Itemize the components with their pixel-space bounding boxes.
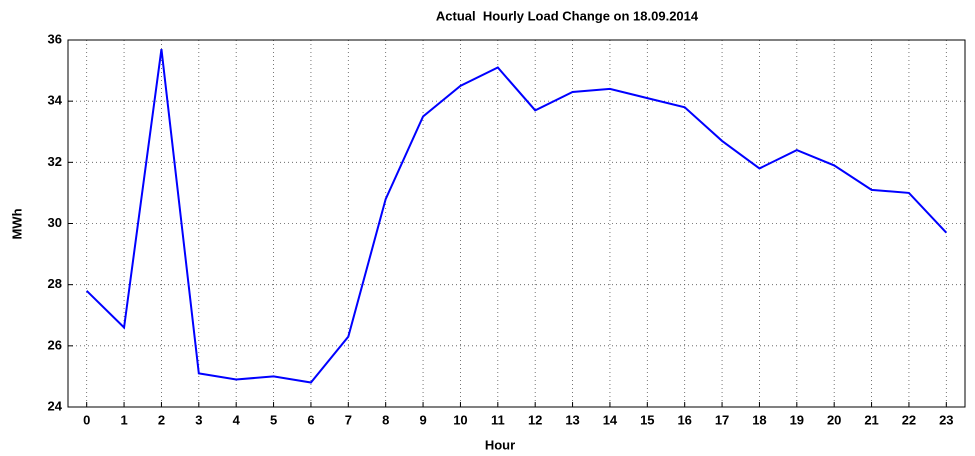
x-tick-label: 1: [120, 412, 127, 427]
x-tick-label: 20: [827, 412, 841, 427]
y-tick-label: 36: [48, 31, 62, 46]
x-tick-label: 3: [195, 412, 202, 427]
y-tick-label: 28: [48, 276, 62, 291]
line-series: [85, 49, 948, 384]
x-tick-label: 8: [382, 412, 389, 427]
plot-frame: [67, 39, 966, 408]
x-tick-label: 4: [233, 412, 241, 427]
y-axis-label: MWh: [9, 208, 24, 239]
x-tick-label: 12: [528, 412, 542, 427]
x-tick-label: 23: [939, 412, 953, 427]
y-tick-label: 30: [48, 215, 62, 230]
x-tick-label: 22: [902, 412, 916, 427]
x-tick-label: 16: [677, 412, 691, 427]
x-tick-label: 19: [790, 412, 804, 427]
x-tick-label: 10: [453, 412, 467, 427]
x-tick-label: 13: [565, 412, 579, 427]
x-axis-label: Hour: [485, 437, 515, 452]
x-tick-label: 15: [640, 412, 654, 427]
x-tick-label: 7: [345, 412, 352, 427]
x-tick-label: 18: [752, 412, 766, 427]
x-tick-label: 5: [270, 412, 277, 427]
y-tick-label: 34: [48, 93, 63, 108]
x-tick-label: 17: [715, 412, 729, 427]
x-tick-label: 14: [603, 412, 618, 427]
x-tick-label: 21: [864, 412, 878, 427]
x-tick-label: 11: [491, 412, 505, 427]
y-tick-label: 24: [48, 398, 63, 413]
x-tick-label: 2: [158, 412, 165, 427]
x-tick-label: 6: [307, 412, 314, 427]
x-tick-label: 9: [419, 412, 426, 427]
x-tick-label: 0: [83, 412, 90, 427]
y-tick-label: 26: [48, 337, 62, 352]
chart-title: Actual Hourly Load Change on 18.09.2014: [436, 8, 699, 23]
y-tick-label: 32: [48, 154, 62, 169]
